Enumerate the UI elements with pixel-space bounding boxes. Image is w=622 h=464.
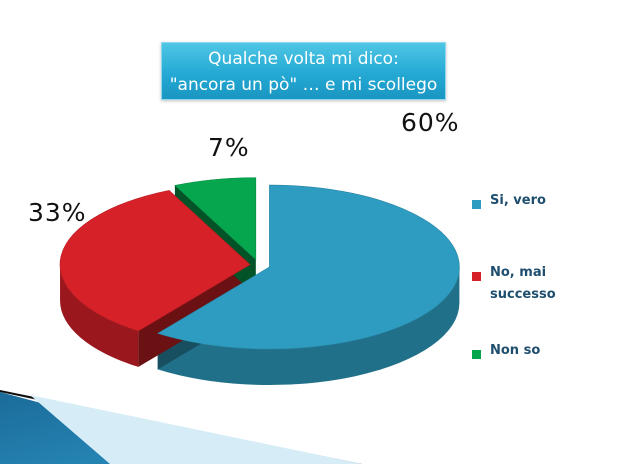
chart-title-line-1: Qualche volta mi dico: xyxy=(208,49,399,69)
pie-side-si-vero xyxy=(157,267,460,386)
legend-label: Non so xyxy=(490,343,541,358)
legend-swatch xyxy=(472,272,481,281)
pie-slice-si-vero xyxy=(157,184,460,350)
chart-title-line-2: "ancora un pò" … e mi scollego xyxy=(169,75,438,95)
data-label-si-vero: 60% xyxy=(401,108,460,137)
legend-swatch xyxy=(472,200,481,209)
data-label-no-mai-successo: 33% xyxy=(28,198,87,227)
legend-label: Si, vero xyxy=(490,193,546,208)
pie-slices xyxy=(59,177,460,386)
pie-side-no-mai-successo xyxy=(60,264,139,367)
pie-slice-no-mai-successo xyxy=(59,190,251,332)
data-label-non-so: 7% xyxy=(208,133,250,162)
chart-title: Qualche volta mi dico: "ancora un pò" … … xyxy=(161,42,446,100)
corner-decoration-light xyxy=(30,395,362,464)
legend-swatch xyxy=(472,350,481,359)
pie-slice-non-so xyxy=(174,177,257,261)
legend-label: No, mai successo xyxy=(490,265,556,302)
